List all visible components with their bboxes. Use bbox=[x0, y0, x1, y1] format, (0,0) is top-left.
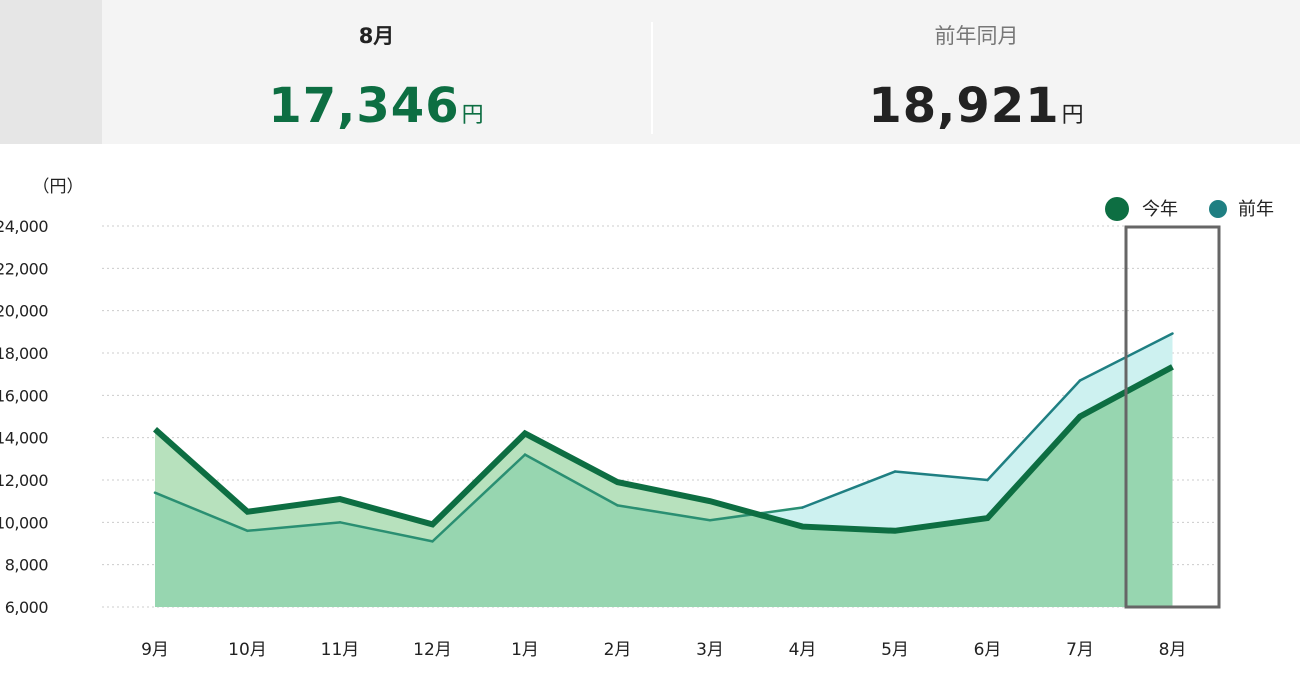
last-year-line-segment bbox=[523, 453, 619, 507]
current-month-unit: 円 bbox=[461, 103, 485, 128]
x-tick-label: 10月 bbox=[228, 640, 267, 660]
last-year-above-fill bbox=[155, 333, 1173, 531]
x-tick-label: 6月 bbox=[974, 640, 1002, 660]
current-month-amount: 17,346円 bbox=[102, 78, 651, 134]
y-axis-label: （円） bbox=[33, 177, 84, 197]
last-year-line-segment bbox=[338, 521, 434, 543]
this-year-line bbox=[153, 364, 1174, 534]
current-month-summary: 8月 17,346円 bbox=[102, 0, 651, 144]
x-tick-label: 2月 bbox=[604, 640, 632, 660]
usage-area-chart: 6,000 8,000 10,000 12,000 14,000 16,000 18,000… bbox=[0, 177, 1274, 660]
x-tick-label: 9月 bbox=[141, 640, 169, 660]
previous-year-unit: 円 bbox=[1061, 103, 1085, 128]
this-year-above-fill bbox=[155, 333, 1173, 542]
x-tick-label: 4月 bbox=[789, 640, 817, 660]
y-tick-label: 10,000 bbox=[0, 513, 48, 532]
last-year-line-segment bbox=[246, 521, 342, 533]
previous-year-value: 18,921 bbox=[868, 78, 1060, 134]
y-tick-label: 8,000 bbox=[5, 556, 49, 575]
y-tick-label: 22,000 bbox=[0, 259, 48, 278]
previous-year-summary: 前年同月 18,921円 bbox=[653, 0, 1300, 144]
x-tick-label: 1月 bbox=[511, 640, 539, 660]
previous-year-label: 前年同月 bbox=[934, 24, 1019, 48]
y-tick-label: 16,000 bbox=[0, 386, 48, 405]
last-year-line-segment bbox=[153, 491, 249, 533]
x-tick-label: 8月 bbox=[1159, 640, 1187, 660]
x-tick-label: 5月 bbox=[881, 640, 909, 660]
legend-last-year-marker bbox=[1209, 200, 1227, 218]
summary-divider bbox=[651, 22, 653, 134]
last-year-line-segment bbox=[893, 470, 989, 482]
last-year-line-segment bbox=[431, 453, 527, 543]
x-tick-label: 3月 bbox=[696, 640, 724, 660]
x-tick-label: 11月 bbox=[321, 640, 360, 660]
selected-month-highlight bbox=[1124, 225, 1221, 609]
y-tick-label: 18,000 bbox=[0, 344, 48, 363]
y-tick-label: 14,000 bbox=[0, 429, 48, 448]
legend-this-year-marker bbox=[1105, 197, 1129, 221]
y-tick-label: 20,000 bbox=[0, 302, 48, 321]
legend-this-year-label: 今年 bbox=[1142, 199, 1178, 220]
summary-stub bbox=[0, 0, 102, 144]
x-tick-label: 12月 bbox=[413, 640, 452, 660]
y-tick-label: 24,000 bbox=[0, 217, 48, 236]
y-tick-label: 6,000 bbox=[5, 598, 49, 617]
previous-year-amount: 18,921円 bbox=[653, 78, 1300, 134]
y-tick-label: 12,000 bbox=[0, 471, 48, 490]
summary-panel: 8月 17,346円 前年同月 18,921円 bbox=[0, 0, 1300, 144]
current-month-value: 17,346 bbox=[268, 78, 460, 134]
current-month-label: 8月 bbox=[358, 24, 395, 48]
last-year-line-segment bbox=[616, 504, 712, 522]
last-year-line-segment bbox=[801, 470, 897, 509]
last-year-line-segment bbox=[986, 379, 1082, 482]
x-tick-label: 7月 bbox=[1066, 640, 1094, 660]
legend-last-year-label: 前年 bbox=[1238, 199, 1274, 220]
common-area-fill bbox=[155, 366, 1173, 607]
